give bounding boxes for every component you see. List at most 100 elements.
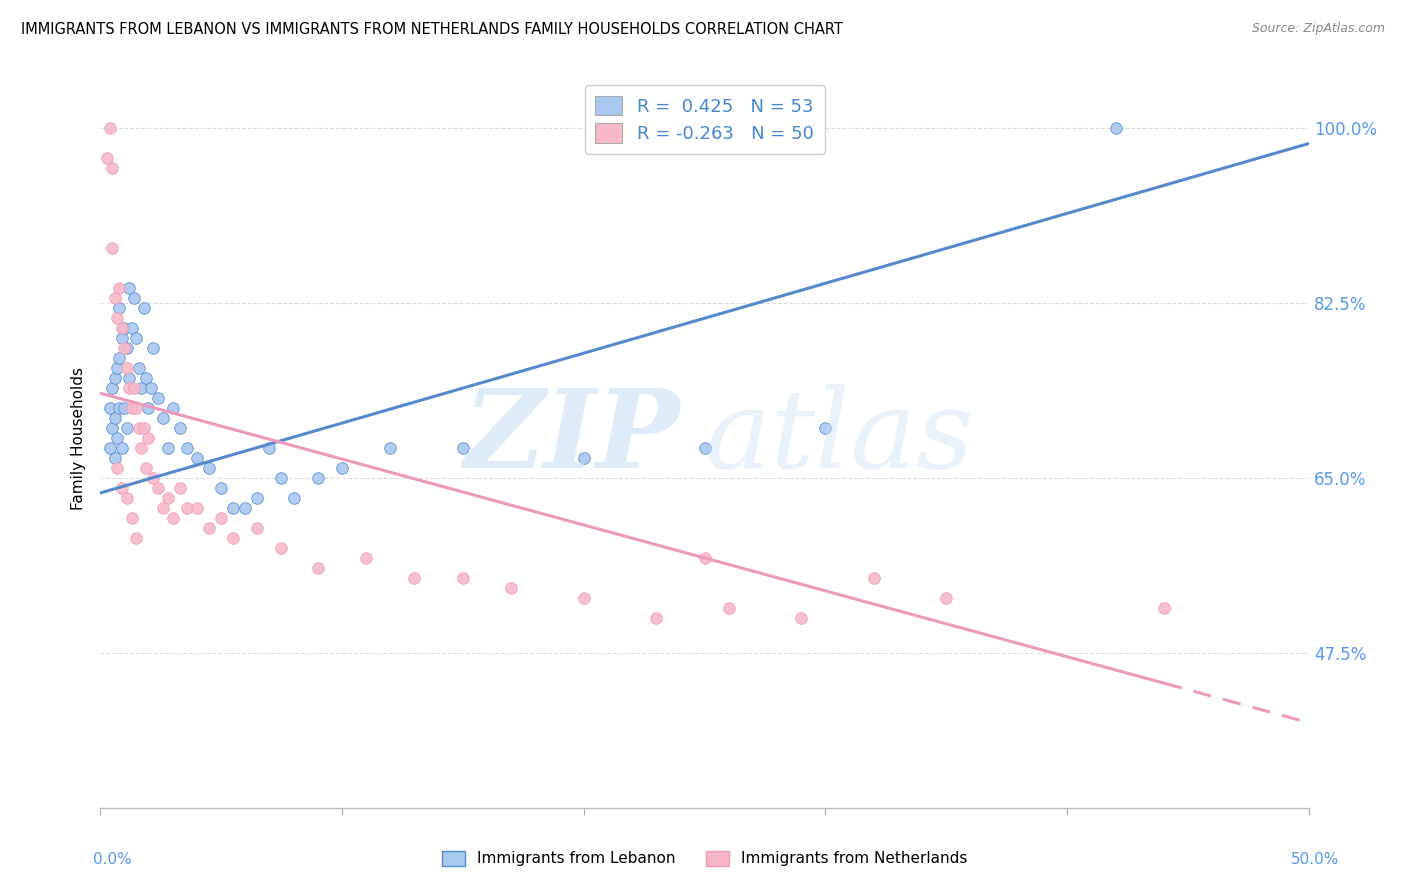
Point <box>146 391 169 405</box>
Point <box>138 401 160 416</box>
Point <box>142 341 165 355</box>
Point <box>186 500 208 515</box>
Point <box>142 471 165 485</box>
Point <box>125 531 148 545</box>
Point <box>209 481 232 495</box>
Point <box>121 321 143 335</box>
Point <box>246 491 269 505</box>
Point <box>111 481 134 495</box>
Point <box>125 401 148 416</box>
Point <box>283 491 305 505</box>
Point <box>98 441 121 455</box>
Text: Source: ZipAtlas.com: Source: ZipAtlas.com <box>1251 22 1385 36</box>
Point <box>198 521 221 535</box>
Point <box>935 591 957 605</box>
Point <box>118 281 141 295</box>
Point <box>693 550 716 565</box>
Point <box>156 441 179 455</box>
Point <box>169 421 191 435</box>
Point <box>108 301 131 316</box>
Point <box>176 441 198 455</box>
Point <box>118 381 141 395</box>
Point <box>693 441 716 455</box>
Point <box>404 571 426 585</box>
Point <box>115 341 138 355</box>
Point <box>112 321 135 335</box>
Point <box>162 401 184 416</box>
Point <box>246 521 269 535</box>
Point <box>330 461 353 475</box>
Point <box>105 311 128 326</box>
Point <box>198 461 221 475</box>
Point <box>138 431 160 445</box>
Point <box>270 541 292 555</box>
Point <box>108 281 131 295</box>
Point <box>111 321 134 335</box>
Point <box>863 571 886 585</box>
Point <box>307 561 329 575</box>
Point <box>572 451 595 466</box>
Point <box>96 152 118 166</box>
Point <box>354 550 377 565</box>
Text: 0.0%: 0.0% <box>93 852 132 867</box>
Point <box>814 421 837 435</box>
Point <box>101 161 124 176</box>
Point <box>132 421 155 435</box>
Point <box>104 411 127 425</box>
Point <box>176 500 198 515</box>
Point <box>122 381 145 395</box>
Point <box>108 401 131 416</box>
Point <box>162 511 184 525</box>
Text: atlas: atlas <box>704 384 974 491</box>
Point <box>501 581 523 595</box>
Point <box>105 361 128 376</box>
Text: IMMIGRANTS FROM LEBANON VS IMMIGRANTS FROM NETHERLANDS FAMILY HOUSEHOLDS CORRELA: IMMIGRANTS FROM LEBANON VS IMMIGRANTS FR… <box>21 22 844 37</box>
Point <box>307 471 329 485</box>
Point <box>112 341 135 355</box>
Point <box>790 611 813 625</box>
Point <box>572 591 595 605</box>
Point <box>209 511 232 525</box>
Point <box>121 511 143 525</box>
Point <box>108 351 131 366</box>
Point <box>101 421 124 435</box>
Point <box>451 571 474 585</box>
Point <box>112 401 135 416</box>
Point <box>101 381 124 395</box>
Point <box>156 491 179 505</box>
Point <box>128 361 150 376</box>
Point <box>101 241 124 255</box>
Point <box>115 361 138 376</box>
Point <box>111 441 134 455</box>
Point <box>645 611 668 625</box>
Point <box>717 600 740 615</box>
Point <box>111 331 134 345</box>
Point <box>135 461 157 475</box>
Point <box>129 381 152 395</box>
Point <box>270 471 292 485</box>
Point <box>122 291 145 305</box>
Point <box>135 371 157 385</box>
Text: 50.0%: 50.0% <box>1291 852 1339 867</box>
Point <box>128 421 150 435</box>
Point <box>186 451 208 466</box>
Point <box>259 441 281 455</box>
Point <box>1104 121 1126 136</box>
Point <box>104 291 127 305</box>
Point <box>125 331 148 345</box>
Y-axis label: Family Households: Family Households <box>72 367 86 509</box>
Point <box>105 431 128 445</box>
Legend: R =  0.425   N = 53, R = -0.263   N = 50: R = 0.425 N = 53, R = -0.263 N = 50 <box>585 85 825 153</box>
Text: ZIP: ZIP <box>464 384 681 491</box>
Point <box>104 371 127 385</box>
Point <box>222 500 245 515</box>
Point <box>451 441 474 455</box>
Point <box>169 481 191 495</box>
Point <box>1153 600 1175 615</box>
Point <box>98 121 121 136</box>
Point <box>146 481 169 495</box>
Point <box>129 441 152 455</box>
Point <box>115 421 138 435</box>
Point <box>152 411 174 425</box>
Point <box>115 491 138 505</box>
